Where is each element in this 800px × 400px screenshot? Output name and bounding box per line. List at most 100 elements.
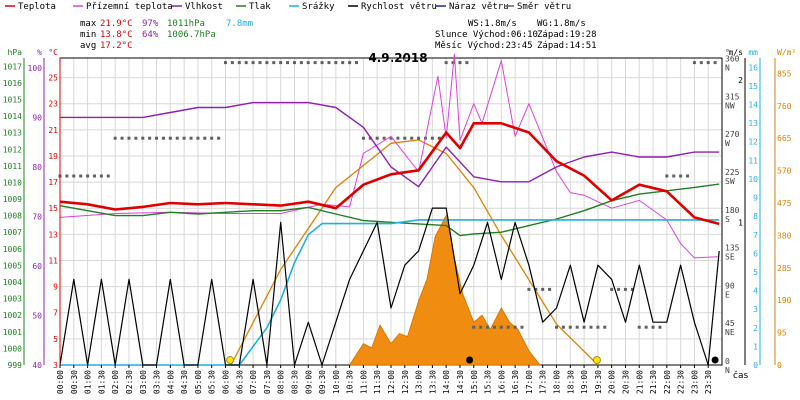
axis-mm-tick-label: 16 xyxy=(748,63,758,72)
axis-hpa-tick-label: 1007 xyxy=(3,228,22,237)
x-axis-tick-label: 01:30 xyxy=(97,370,106,394)
legend-item-label: Tlak xyxy=(249,2,271,12)
series-wind-direction-point xyxy=(320,61,324,65)
x-axis-tick-label: 00:30 xyxy=(70,370,79,394)
series-wind-direction-point xyxy=(541,287,545,291)
series-wind-direction-point xyxy=(596,325,600,329)
series-wind-direction-point xyxy=(527,287,531,291)
series-wind-direction-point xyxy=(444,61,448,65)
series-wind-direction-point xyxy=(313,61,317,65)
stat-avg-temp: 17.2°C xyxy=(100,41,133,51)
series-wind-direction-point xyxy=(651,325,655,329)
axis-ms-tick-label: 2 xyxy=(738,76,743,85)
series-wind-direction-point xyxy=(437,136,441,140)
series-wind-direction-point xyxy=(99,174,103,178)
series-wind-direction-point xyxy=(292,61,296,65)
stat-moon-set: Západ:14:51 xyxy=(537,41,597,51)
axis-mm-tick-label: 4 xyxy=(753,287,758,296)
axis-wm2-tick-label: 475 xyxy=(777,199,792,208)
series-wind-direction-point xyxy=(217,136,221,140)
series-wind-direction-point xyxy=(534,287,538,291)
series-wind-direction-point xyxy=(665,174,669,178)
series-wind-direction-point xyxy=(279,61,283,65)
axis-hpa-tick-label: 1017 xyxy=(3,62,22,71)
axis-mm-tick-label: 3 xyxy=(753,305,758,314)
series-wind-direction-point xyxy=(189,136,193,140)
axis-mm-tick-label: 6 xyxy=(753,249,758,258)
axis-wm2-tick-label: 95 xyxy=(777,329,787,338)
axis-temp-tick-label: 23 xyxy=(48,100,58,109)
axis-temp-tick-label: 3 xyxy=(53,361,58,370)
axis-pct-tick-label: 70 xyxy=(32,212,42,221)
series-vlhkost xyxy=(60,101,720,188)
series-wind-direction-point xyxy=(568,325,572,329)
chart-axes: 9991000100110021003100410051006100710081… xyxy=(3,48,797,394)
series-wind-direction-point xyxy=(134,136,138,140)
axis-pct-tick-label: 100 xyxy=(28,64,43,73)
series-wind-direction-point xyxy=(168,136,172,140)
chart-legend: Teplota Přízemní teplota Vlhkost Tlak Srážky… xyxy=(5,2,571,12)
x-axis-tick-label: 18:00 xyxy=(553,370,562,394)
x-axis-tick-label: 06:30 xyxy=(235,370,244,394)
axis-temp-tick-label: 9 xyxy=(53,283,58,292)
series-wind-direction-point xyxy=(472,325,476,329)
axis-dir-unit-label: ° xyxy=(725,48,730,57)
series-wind-direction-point xyxy=(113,136,117,140)
series-wind-direction-point xyxy=(272,61,276,65)
axis-temp-tick-label: 15 xyxy=(48,204,58,213)
series-wind-direction-point xyxy=(637,325,641,329)
series-wind-direction-point xyxy=(686,174,690,178)
axis-dir-compass-label: W xyxy=(725,139,730,148)
axis-mm-tick-label: 14 xyxy=(748,101,758,110)
axis-mm-tick-label: 12 xyxy=(748,138,758,147)
axis-wm2-tick-label: 760 xyxy=(777,102,792,111)
x-axis-tick-label: 15:30 xyxy=(484,370,493,394)
series-wind-direction-point xyxy=(451,61,455,65)
series-wind-direction-point xyxy=(175,136,179,140)
series-wind-direction-point xyxy=(265,61,269,65)
axis-temp-unit-label: °C xyxy=(48,48,58,57)
stat-max-rain: 7.8mm xyxy=(226,19,253,29)
series-wind-direction-point xyxy=(486,325,490,329)
stat-moon: Měsíc Východ:23:45 xyxy=(435,41,533,51)
axis-dir-tick-label: 180 xyxy=(725,206,740,215)
series-wind-direction-point xyxy=(506,325,510,329)
axis-dir-tick-label: 360 xyxy=(725,55,740,64)
x-axis-label: čas xyxy=(733,370,748,381)
axis-dir-compass-label: S xyxy=(725,215,730,224)
axis-hpa-tick-label: 1000 xyxy=(3,344,22,353)
x-axis-tick-label: 09:00 xyxy=(304,370,313,394)
axis-temp-tick-label: 11 xyxy=(48,256,58,265)
axis-ms-unit-label: m/s xyxy=(729,48,744,57)
axis-hpa-tick-label: 999 xyxy=(8,361,23,370)
series-wind-direction-point xyxy=(148,136,152,140)
stat-ws: WS:1.8m/s xyxy=(468,19,517,29)
series-wind-direction-point xyxy=(155,136,159,140)
axis-temp-tick-label: 25 xyxy=(48,74,58,83)
x-axis-tick-label: 11:30 xyxy=(373,370,382,394)
x-axis-tick-label: 04:00 xyxy=(166,370,175,394)
series-wind-direction-point xyxy=(182,136,186,140)
axis-ms-tick-label: 1 xyxy=(738,218,743,227)
axis-wm2-unit-label: W/m² xyxy=(777,48,796,57)
series-wind-direction-point xyxy=(403,136,407,140)
series-wind-direction-point xyxy=(141,136,145,140)
series-wind-direction-point xyxy=(699,61,703,65)
series-wind-direction-point xyxy=(692,61,696,65)
axis-temp-tick-label: 19 xyxy=(48,152,58,161)
stat-avg-label: avg xyxy=(80,41,96,51)
axis-temp-tick-label: 21 xyxy=(48,126,58,135)
series-wind-direction-point xyxy=(582,325,586,329)
sun-marker xyxy=(593,356,601,364)
series-wind-direction-point xyxy=(306,61,310,65)
series-wind-direction-point xyxy=(389,136,393,140)
axis-hpa-tick-label: 1004 xyxy=(3,278,22,287)
axis-wm2-tick-label: 570 xyxy=(777,167,792,176)
series-wind-direction-point xyxy=(244,61,248,65)
series-wind-direction-point xyxy=(679,174,683,178)
axis-wm2-tick-label: 190 xyxy=(777,296,792,305)
legend-item-label: Teplota xyxy=(18,2,56,12)
series-wind-direction-point xyxy=(561,325,565,329)
axis-pct-tick-label: 90 xyxy=(32,113,42,122)
x-axis-tick-label: 08:00 xyxy=(277,370,286,394)
